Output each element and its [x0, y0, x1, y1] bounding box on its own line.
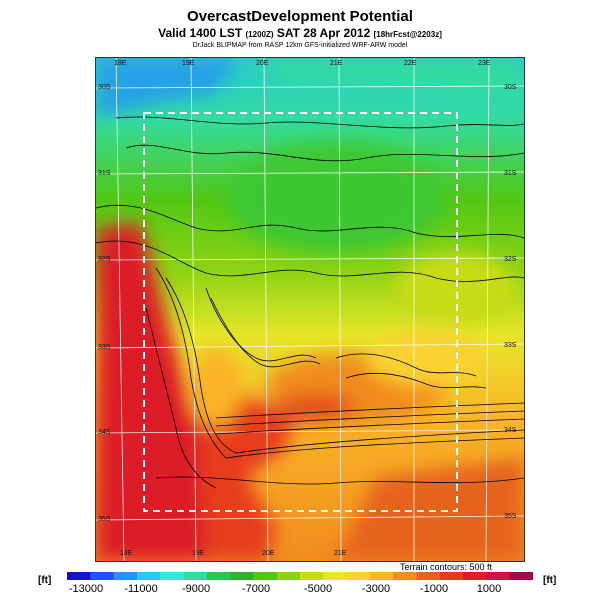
colorbar-swatch: [230, 572, 254, 580]
chart-title: OvercastDevelopment Potential: [187, 8, 413, 25]
forecast-info: [18hrFcst@2203z]: [373, 30, 442, 39]
lon-label-top: 20E: [256, 60, 269, 67]
colorbar-swatch: [323, 572, 348, 580]
colorbar-swatch: [393, 572, 417, 580]
colorbar-tick-label: -1000: [419, 583, 449, 595]
valid-time-utc: (1200Z): [245, 30, 274, 39]
colorbar-tick-label: -9000: [181, 583, 211, 595]
colorbar-swatch: [253, 572, 278, 580]
lat-label-left: 32S: [98, 256, 111, 263]
colorbar-swatch: [509, 572, 533, 580]
lon-label-bottom: 18E: [120, 550, 133, 557]
colorbar: [67, 572, 533, 580]
colorbar-swatch: [136, 572, 161, 580]
valid-time: Valid 1400 LST: [158, 26, 243, 40]
lon-label-top: 19E: [182, 60, 195, 67]
valid-date: SAT 28 Apr 2012: [276, 26, 371, 40]
colorbar-swatch: [439, 572, 464, 580]
terrain-contour-note: Terrain contours: 500 ft: [400, 562, 493, 572]
lat-label-right: 33S: [504, 342, 517, 349]
lat-label-right: 35S: [504, 513, 517, 520]
colorbar-tick-label: -11000: [124, 583, 158, 595]
colorbar-swatch: [369, 572, 394, 580]
colorbar-swatch: [113, 572, 138, 580]
colorbar-unit-right: [ft]: [543, 575, 557, 586]
colorbar-tick-label: 1000: [476, 583, 502, 595]
colorbar-tick-label: -3000: [361, 583, 391, 595]
lon-label-top: 22E: [404, 60, 417, 67]
chart-subtitle: Valid 1400 LST (1200Z) SAT 28 Apr 2012 […: [0, 26, 600, 40]
lat-label-right: 30S: [504, 84, 517, 91]
colorbar-swatch: [486, 572, 511, 580]
lat-label-right: 31S: [504, 170, 517, 177]
colorbar-swatch: [416, 572, 441, 580]
lat-label-right: 34S: [504, 427, 517, 434]
colorbar-unit-left: [ft]: [38, 575, 52, 586]
colorbar-swatch: [206, 572, 231, 580]
colorbar-swatch: [90, 572, 115, 580]
field-patches: [96, 58, 524, 561]
lon-label-top: 18E: [114, 60, 127, 67]
forecast-map: 18E 19E 20E 21E 22E 23E 18E 19E 20E 21E …: [95, 57, 525, 562]
colorbar-swatch: [463, 572, 487, 580]
lon-label-bottom: 20E: [262, 550, 275, 557]
colorbar-swatch: [300, 572, 324, 580]
colorbar-swatch: [346, 572, 371, 580]
terrain-contours: [96, 116, 524, 489]
colorbar-tick-label: -7000: [241, 583, 271, 595]
colorbar-swatch: [160, 572, 184, 580]
colorbar-swatch: [67, 572, 91, 580]
credit-line: DrJack BLIPMAP from RASP 12km GFS-initia…: [192, 42, 408, 49]
lon-label-bottom: 19E: [192, 550, 205, 557]
lon-label-top: 21E: [330, 60, 343, 67]
lat-label-right: 32S: [504, 256, 517, 263]
map-canvas: [96, 58, 524, 561]
colorbar-swatch: [276, 572, 301, 580]
lat-label-left: 31S: [98, 170, 111, 177]
lat-label-left: 34S: [98, 429, 111, 436]
lat-label-left: 35S: [98, 516, 111, 523]
lat-label-left: 30S: [98, 84, 111, 91]
lon-label-bottom: 21E: [334, 550, 347, 557]
colorbar-tick-label: -13000: [68, 583, 104, 595]
lon-label-top: 23E: [478, 60, 491, 67]
colorbar-tick-label: -5000: [303, 583, 333, 595]
colorbar-swatch: [183, 572, 208, 580]
inner-domain-box: [143, 112, 458, 512]
lat-label-left: 33S: [98, 344, 111, 351]
